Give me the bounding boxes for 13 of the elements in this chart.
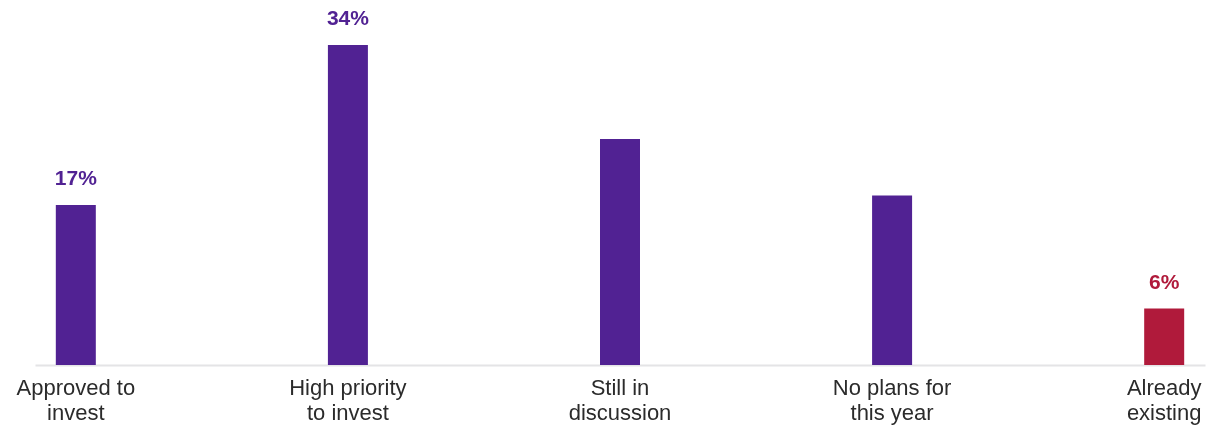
data-label: 6% [1149,269,1180,293]
bar [55,205,96,365]
x-tick-label: High priority to invest [289,374,407,425]
bar [600,139,640,365]
bar [327,45,368,365]
x-tick-label: Already existing [1126,374,1202,425]
x-tick-label: Still in discussion [568,374,672,425]
data-label: 34% [326,6,370,29]
bar [1144,308,1185,365]
x-tick-label: Approved to invest [16,374,136,425]
bar [872,195,913,365]
data-label: 17% [54,166,98,189]
x-tick-label: No plans for this year [832,374,952,425]
